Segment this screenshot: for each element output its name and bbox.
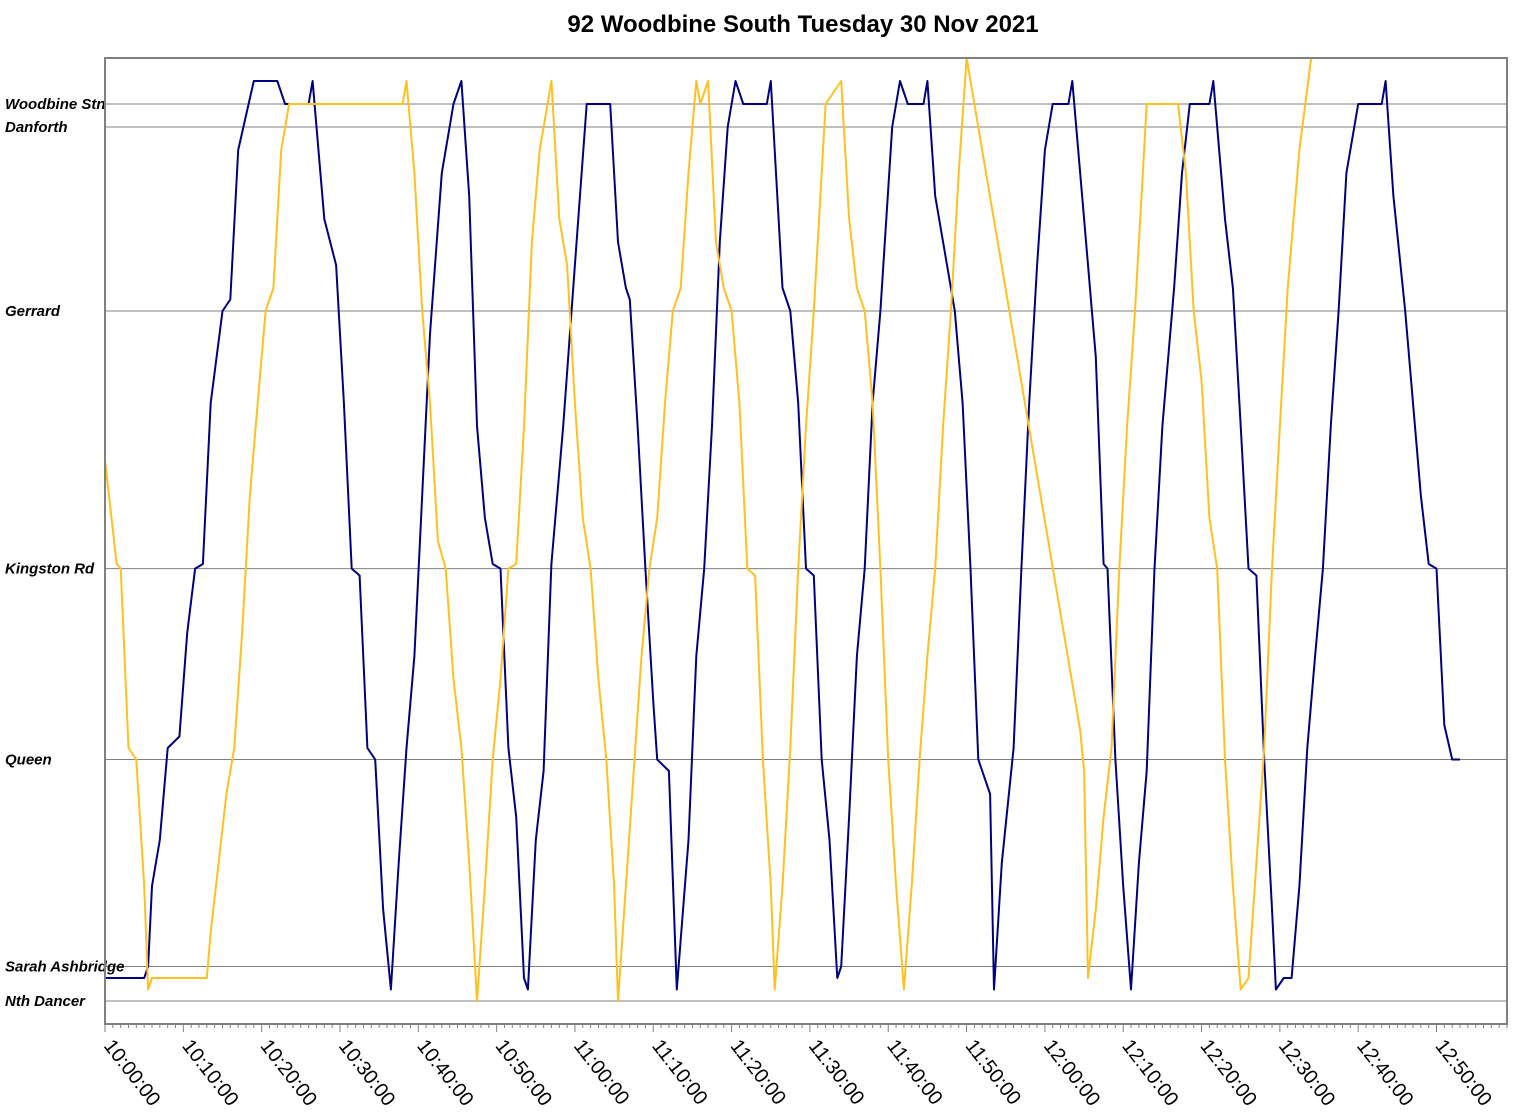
y-axis-stop-labels: Woodbine Stn Danforth Gerrard Kingston Rd Qu… <box>5 96 124 1010</box>
x-tick-label: 11:30:00 <box>804 1036 868 1110</box>
x-tick-label: 12:00:00 <box>1039 1036 1104 1111</box>
x-tick-label: 10:00:00 <box>99 1036 164 1111</box>
y-tick-label: Gerrard <box>5 303 61 320</box>
series-line <box>104 57 1313 1002</box>
x-tick-label: 10:20:00 <box>256 1036 321 1111</box>
x-tick-label: 10:40:00 <box>412 1036 477 1111</box>
x-tick-label: 11:20:00 <box>726 1036 790 1110</box>
x-tick-label: 11:40:00 <box>882 1036 946 1110</box>
x-axis-time-labels: 10:00:00 10:10:00 10:20:00 10:30:00 10:40:00… <box>99 1036 1496 1111</box>
x-tick-label: 10:30:00 <box>334 1036 399 1111</box>
x-tick-label: 10:10:00 <box>177 1036 242 1111</box>
y-tick-label: Nth Dancer <box>5 993 86 1010</box>
chart-title: 92 Woodbine South Tuesday 30 Nov 2021 <box>567 11 1038 38</box>
x-tick-label: 12:50:00 <box>1431 1036 1496 1111</box>
x-tick-label: 11:00:00 <box>569 1036 633 1110</box>
x-axis-ticks <box>104 1024 1508 1032</box>
y-tick-label: Sarah Ashbridge <box>5 959 124 976</box>
y-tick-label: Queen <box>5 752 52 769</box>
x-tick-label: 11:10:00 <box>647 1036 711 1110</box>
x-tick-label: 12:10:00 <box>1117 1036 1182 1111</box>
x-tick-label: 12:40:00 <box>1352 1036 1417 1111</box>
series-line <box>105 80 1460 991</box>
x-tick-label: 11:50:00 <box>961 1036 1025 1110</box>
y-tick-label: Danforth <box>5 119 68 136</box>
x-tick-label: 10:50:00 <box>491 1036 556 1111</box>
x-tick-label: 12:30:00 <box>1274 1036 1339 1111</box>
series-group <box>104 57 1460 1002</box>
y-tick-label: Woodbine Stn <box>5 96 106 113</box>
y-tick-label: Kingston Rd <box>5 561 95 578</box>
x-tick-label: 12:20:00 <box>1196 1036 1261 1111</box>
plot-area-border <box>104 57 1508 1025</box>
